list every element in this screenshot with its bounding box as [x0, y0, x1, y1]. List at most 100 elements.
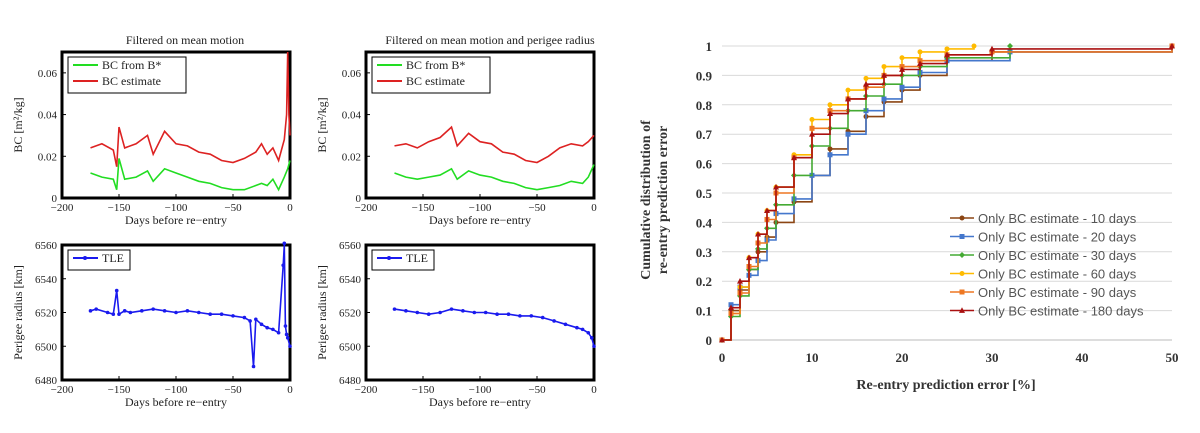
data-point [944, 46, 950, 52]
y-axis-label: BC [m²/kg] [315, 97, 329, 152]
legend-label: BC estimate [102, 74, 161, 88]
data-point [737, 278, 743, 284]
data-point [959, 234, 965, 239]
y-axis-label: BC [m²/kg] [11, 97, 25, 152]
data-point [773, 183, 779, 190]
data-point [426, 312, 431, 316]
y-tick-label: 0.7 [696, 127, 713, 142]
data-point [575, 325, 579, 330]
x-tick-label: 10 [806, 350, 819, 365]
x-tick-label: 0 [287, 202, 293, 214]
right-xlabel: Re-entry prediction error [%] [856, 378, 1035, 393]
data-point [746, 254, 752, 261]
x-tick-label: 30 [986, 350, 999, 365]
data-point [989, 45, 995, 52]
data-point [251, 364, 256, 369]
series-line [394, 125, 595, 164]
legend-label: Only BC estimate - 20 days [978, 230, 1137, 245]
col-title-middle: Filtered on mean motion and perigee radi… [385, 33, 595, 47]
data-point [809, 117, 815, 122]
legend-marker [83, 256, 87, 260]
y-tick-label: 0.06 [38, 68, 58, 80]
plot-bc-mean-motion: −200 −150 −100 −50 0 0 0.02 0.04 0.06 Days before… [11, 50, 293, 227]
data-point [281, 263, 285, 268]
plot-cumulative-distribution: 00.10.20.30.40.50.60.70.80.910 10 20 30 40 50… [696, 39, 1179, 365]
y-tick-label: 0.9 [696, 68, 713, 83]
data-point [552, 319, 556, 323]
legend-label: Only BC estimate - 10 days [978, 211, 1137, 226]
y-tick-label: 6560 [339, 240, 362, 252]
data-point [719, 336, 725, 343]
y-tick-label: 6480 [339, 375, 362, 387]
x-tick-label: −100 [469, 202, 492, 214]
data-point [483, 310, 488, 315]
data-point [959, 289, 965, 295]
data-point [208, 312, 212, 316]
x-axis-label: Days before re−entry [429, 395, 531, 409]
legend-label: BC estimate [406, 74, 465, 88]
data-point [284, 332, 289, 337]
data-point [248, 319, 252, 323]
data-point [105, 310, 110, 315]
legend-label: BC from B* [406, 58, 465, 72]
data-point [265, 325, 270, 330]
data-point [1007, 43, 1013, 49]
data-point [791, 154, 797, 161]
data-point [563, 322, 568, 327]
data-point [1169, 42, 1175, 49]
data-point [529, 314, 534, 318]
x-tick-label: −200 [355, 202, 378, 214]
y-tick-label: 0.04 [38, 110, 58, 122]
data-point [899, 66, 905, 72]
x-tick-label: −50 [224, 202, 242, 214]
data-point [589, 336, 594, 340]
series-line [90, 51, 291, 167]
data-point [959, 215, 965, 221]
y-tick-label: 6500 [339, 341, 362, 353]
y-tick-label: 6480 [35, 375, 58, 387]
data-point [827, 146, 833, 152]
data-point [271, 327, 275, 332]
data-point [881, 96, 887, 102]
data-point [845, 87, 851, 93]
legend-marker [387, 256, 391, 260]
data-point [755, 230, 761, 237]
data-point [518, 314, 522, 318]
data-point [140, 309, 144, 313]
y-tick-label: 0 [356, 193, 362, 205]
data-point [283, 324, 288, 328]
data-point [285, 336, 290, 340]
y-tick-label: 0.02 [342, 151, 361, 163]
series-line [90, 158, 291, 192]
right-ylabel-line1: Cumulative distribution of [639, 120, 654, 280]
data-point [845, 131, 851, 137]
x-tick-label: −150 [412, 384, 435, 396]
data-point [827, 102, 833, 108]
x-tick-label: −200 [51, 384, 74, 396]
data-point [461, 309, 465, 313]
legend-label: Only BC estimate - 180 days [978, 304, 1144, 319]
y-tick-label: 0.4 [696, 215, 713, 230]
data-point [863, 81, 869, 87]
x-tick-label: 0 [719, 350, 726, 365]
legend-box [67, 249, 131, 271]
legend-label: Only BC estimate - 90 days [978, 285, 1137, 300]
x-tick-label: 0 [591, 384, 597, 396]
data-point [728, 304, 734, 311]
legend-label: TLE [102, 251, 124, 265]
data-point [899, 55, 905, 61]
data-point [151, 307, 155, 311]
data-point [185, 309, 190, 313]
legend-label: Only BC estimate - 60 days [978, 267, 1137, 282]
y-axis-label: Perigee radius [km] [11, 265, 25, 360]
data-point [259, 322, 264, 327]
data-point [863, 75, 869, 81]
x-tick-label: −200 [355, 384, 378, 396]
plot-perigee-mean-motion: −200 −150 −100 −50 0 6480 6500 6520 6540 6560 Days… [11, 240, 293, 409]
y-tick-label: 6540 [35, 274, 58, 286]
data-point [197, 310, 201, 315]
data-point [944, 51, 950, 58]
y-tick-label: 0.5 [696, 186, 713, 201]
series-line [722, 46, 1173, 341]
x-axis-label: Days before re−entry [125, 213, 227, 227]
